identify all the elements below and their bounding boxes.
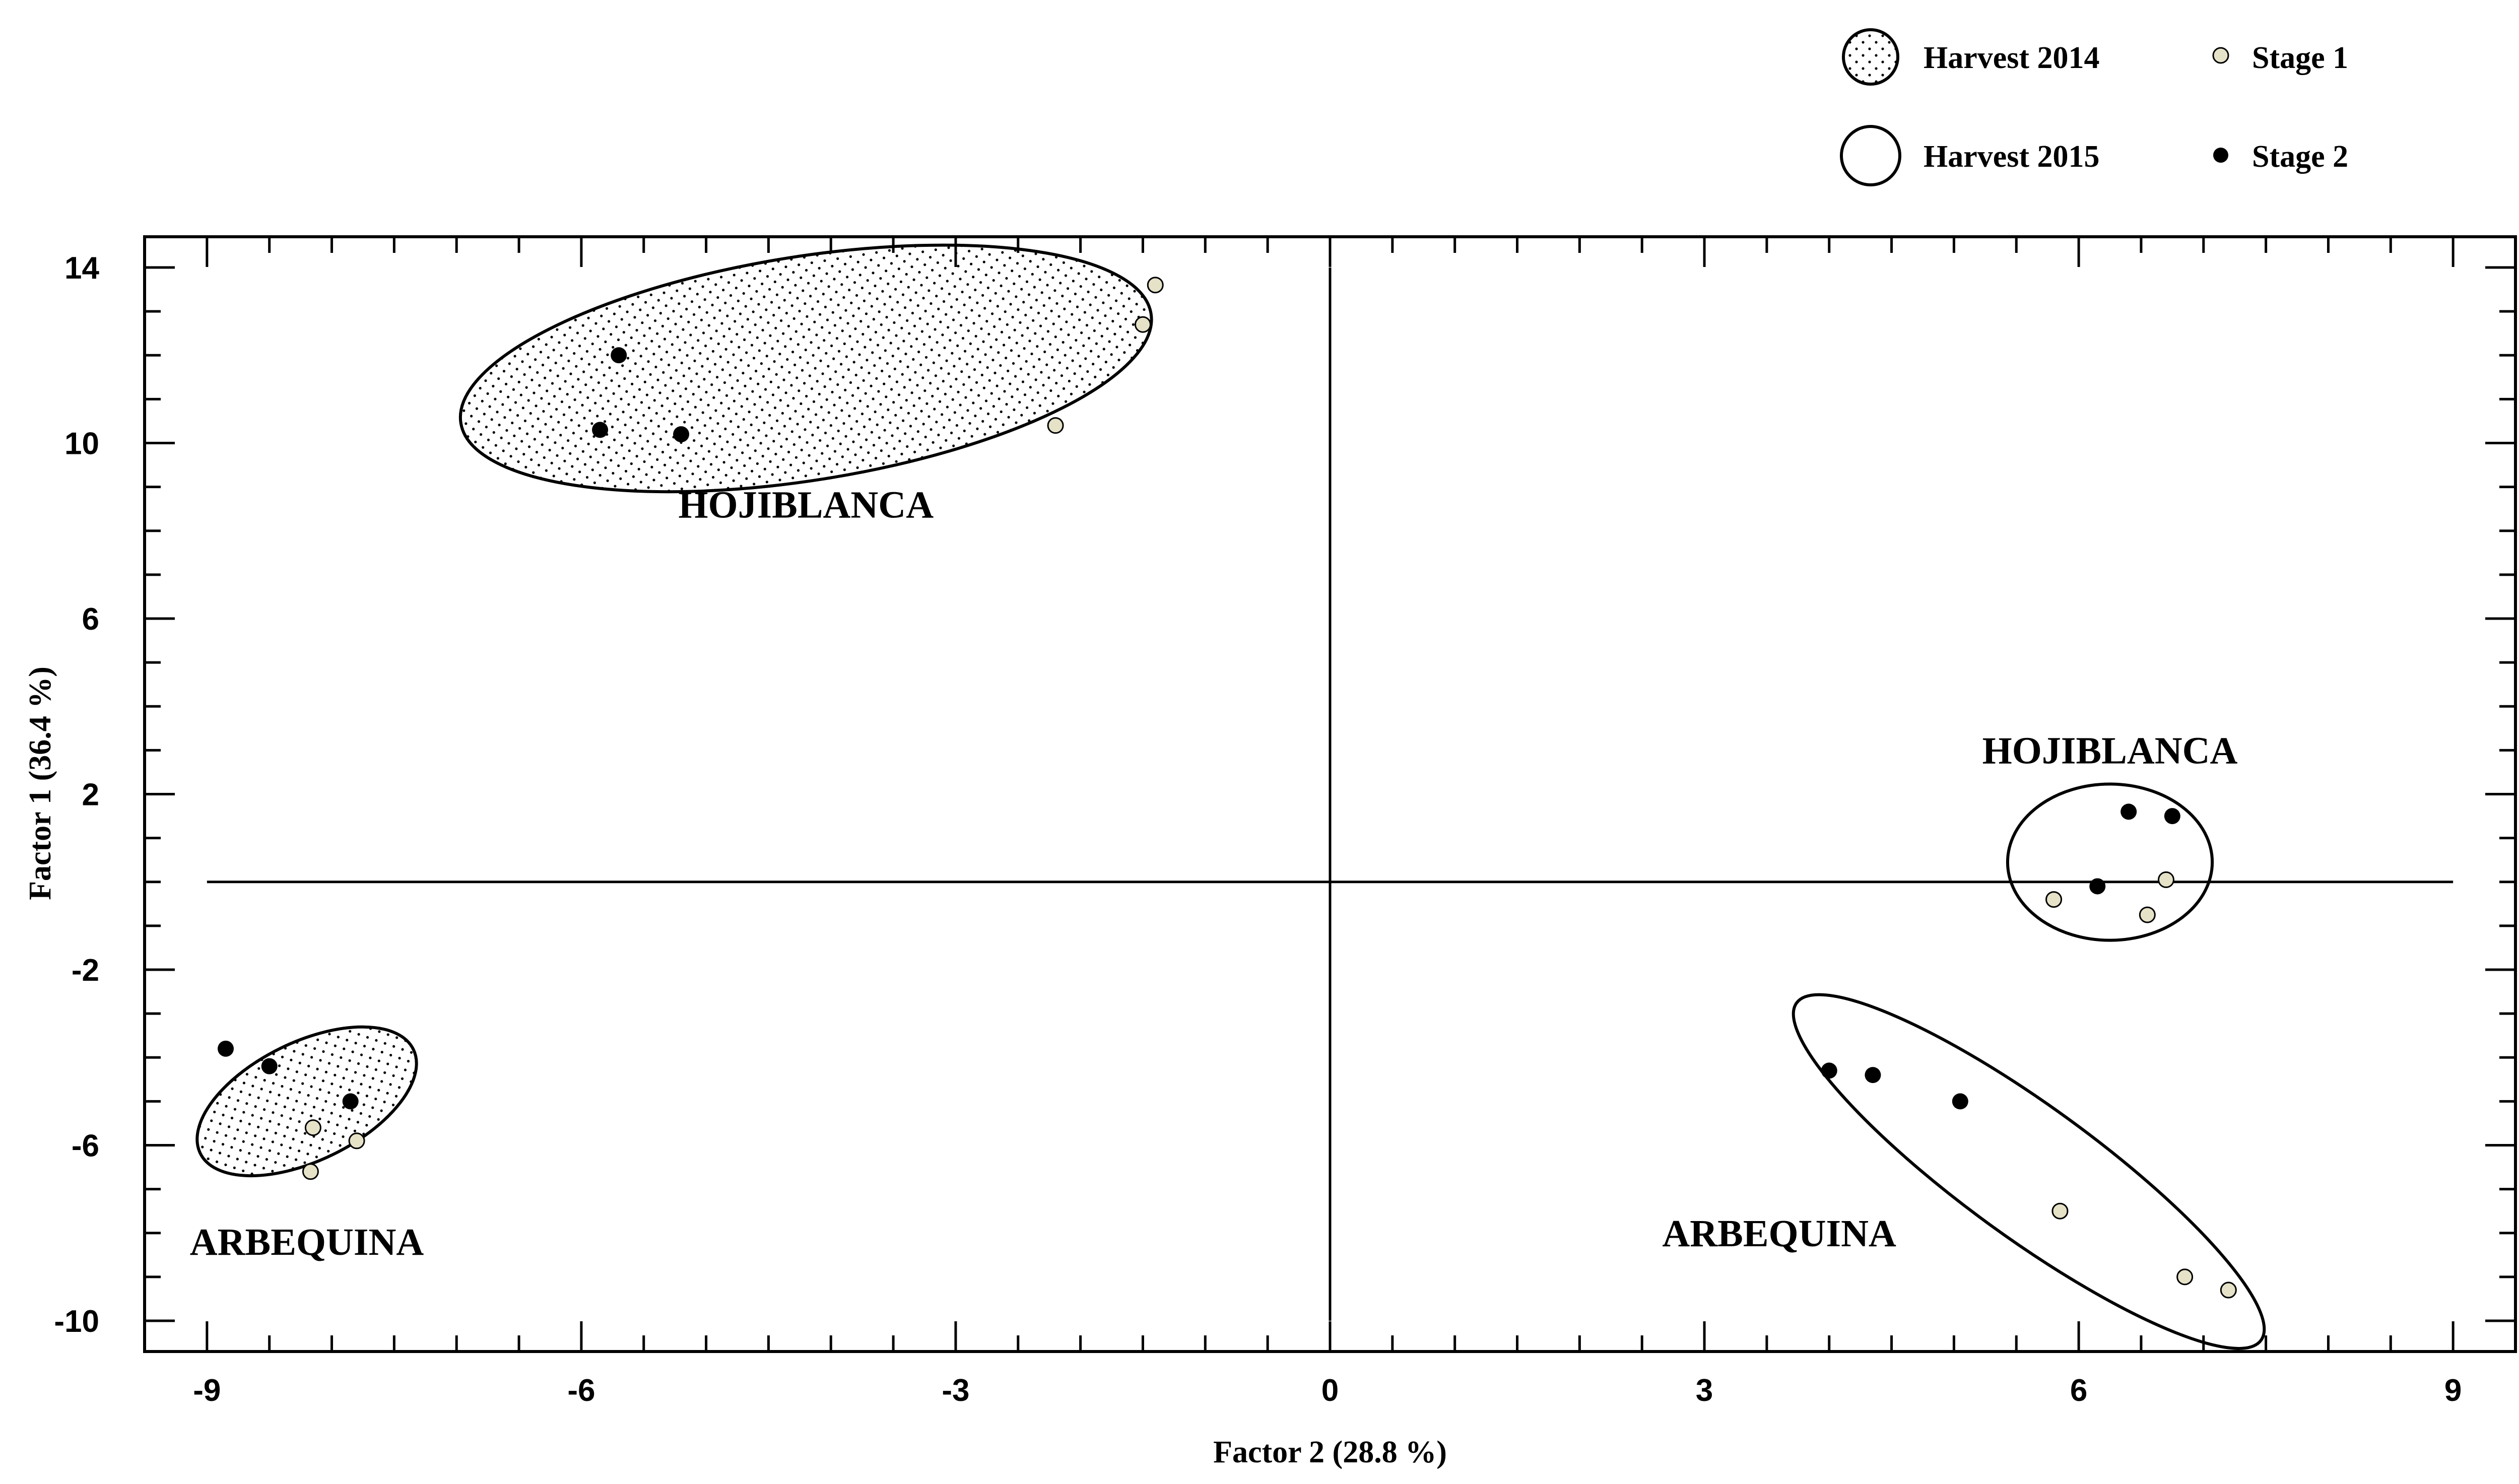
x-tick-label: 9 bbox=[2444, 1373, 2462, 1408]
stage-1-point bbox=[302, 1163, 319, 1180]
group-ellipse-2 bbox=[2006, 782, 2214, 942]
y-tick-label: -2 bbox=[72, 953, 99, 988]
group-ellipse-1 bbox=[195, 1025, 418, 1178]
data-points bbox=[217, 277, 2237, 1299]
group-labels: HOJIBLANCA ARBEQUINA HOJIBLANCA ARBEQUINA bbox=[190, 484, 2238, 1263]
stage-2-point bbox=[1821, 1062, 1837, 1079]
legend: Harvest 2014 Harvest 2015 Stage 1 Stage … bbox=[1840, 28, 2348, 186]
stage-2-point bbox=[1952, 1093, 1968, 1110]
stage-2-point bbox=[2164, 808, 2180, 825]
x-tick-labels: -9 -6 -3 0 3 6 9 bbox=[193, 1373, 2462, 1408]
group-label: HOJIBLANCA bbox=[678, 484, 934, 526]
group-label: ARBEQUINA bbox=[1662, 1212, 1896, 1255]
y-tick-label: 14 bbox=[64, 251, 99, 286]
legend-label-stage-2: Stage 2 bbox=[2252, 140, 2348, 174]
stage-1-point bbox=[1134, 316, 1151, 333]
stage-2-point bbox=[217, 1040, 234, 1057]
group-ellipse-0 bbox=[458, 243, 1153, 494]
stage-2-point bbox=[261, 1058, 278, 1074]
group-label: ARBEQUINA bbox=[190, 1221, 424, 1263]
stage-2-point bbox=[342, 1093, 359, 1110]
stage-2-point bbox=[611, 347, 627, 364]
stage-2-point bbox=[592, 422, 609, 438]
legend-swatch-stage-1 bbox=[2212, 47, 2229, 64]
stage-1-point bbox=[2139, 906, 2156, 923]
y-tick-label: 6 bbox=[82, 602, 99, 637]
stage-2-point bbox=[1865, 1067, 1881, 1084]
axis-ticks bbox=[145, 237, 2515, 1352]
legend-label-harvest-2015: Harvest 2015 bbox=[1924, 140, 2100, 174]
x-tick-label: -9 bbox=[193, 1373, 221, 1408]
stage-1-point bbox=[1047, 417, 1064, 434]
y-tick-label: -10 bbox=[54, 1304, 99, 1339]
x-axis-title: Factor 2 (28.8 %) bbox=[1213, 1435, 1447, 1469]
stage-2-point bbox=[2120, 803, 2137, 820]
y-tick-labels: 14 10 6 2 -2 -6 -10 bbox=[54, 251, 99, 1339]
y-axis-title: Factor 1 (36.4 %) bbox=[23, 666, 57, 900]
stage-2-point bbox=[673, 426, 690, 443]
y-tick-label: 2 bbox=[82, 778, 99, 813]
stage-1-point bbox=[1147, 277, 1164, 294]
legend-swatch-harvest-2015 bbox=[1840, 125, 1901, 186]
stage-1-point bbox=[2157, 871, 2174, 888]
stage-1-point bbox=[348, 1132, 365, 1150]
x-tick-label: 6 bbox=[2070, 1373, 2087, 1408]
stage-1-point bbox=[304, 1119, 321, 1136]
legend-swatch-harvest-2014 bbox=[1842, 28, 1899, 86]
y-tick-label: -6 bbox=[72, 1129, 99, 1164]
y-tick-label: 10 bbox=[64, 426, 99, 461]
x-tick-label: -6 bbox=[567, 1373, 595, 1408]
stage-2-point bbox=[2089, 878, 2106, 895]
legend-swatch-stage-2 bbox=[2213, 148, 2228, 163]
group-label: HOJIBLANCA bbox=[1982, 729, 2238, 772]
stage-1-point bbox=[2051, 1202, 2069, 1220]
group-ellipses bbox=[195, 243, 2266, 1350]
stage-1-point bbox=[2220, 1281, 2237, 1299]
group-ellipse-3 bbox=[1792, 993, 2266, 1350]
x-tick-label: 0 bbox=[1321, 1373, 1339, 1408]
legend-label-stage-1: Stage 1 bbox=[2252, 41, 2348, 75]
x-tick-label: -3 bbox=[942, 1373, 969, 1408]
x-tick-label: 3 bbox=[1696, 1373, 1713, 1408]
legend-label-harvest-2014: Harvest 2014 bbox=[1924, 41, 2100, 75]
stage-1-point bbox=[2176, 1268, 2194, 1286]
stage-1-point bbox=[2045, 891, 2063, 908]
origin-axes bbox=[207, 267, 2454, 1321]
